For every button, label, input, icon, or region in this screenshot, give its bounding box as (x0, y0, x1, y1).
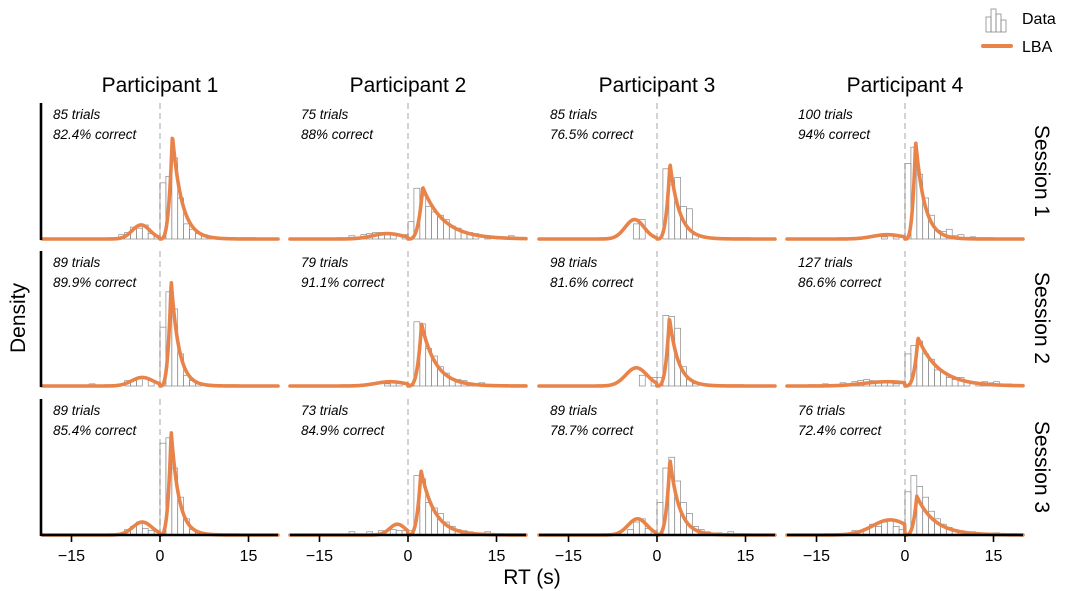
histogram-bar (945, 377, 953, 387)
x-tick-label: −15 (555, 548, 582, 565)
trials-label: 89 trials (53, 403, 101, 418)
histogram-bar (136, 227, 143, 240)
histogram-bar (881, 236, 888, 240)
lba-curve (288, 186, 528, 241)
trials-label: 100 trials (798, 107, 853, 122)
histogram-bar (674, 327, 681, 387)
panel-s2-p3: 98 trials 81.6% correct (537, 251, 777, 388)
x-axis-label: RT (s) (503, 566, 561, 589)
lba-curve (288, 322, 528, 388)
x-tick-label: −15 (58, 548, 85, 565)
correct-label: 86.6% correct (798, 275, 883, 290)
lba-curve (785, 336, 1025, 388)
correct-label: 85.4% correct (53, 423, 138, 438)
participant-2-title: Participant 2 (350, 74, 467, 97)
lba-curve (40, 136, 280, 241)
panel-s2-p2: 79 trials 91.1% correct (288, 251, 528, 388)
correct-label: 91.1% correct (301, 275, 386, 290)
session-1-title: Session 1 (1030, 125, 1053, 217)
session-2-title: Session 2 (1030, 272, 1053, 364)
panel-s3-p1: 89 trials 85.4% correct (40, 399, 280, 537)
correct-label: 82.4% correct (53, 127, 138, 142)
trials-label: 127 trials (798, 255, 853, 270)
participant-3-title: Participant 3 (599, 74, 716, 97)
correct-label: 81.6% correct (550, 275, 635, 290)
panel-s3-p2: 73 trials 84.9% correct (288, 399, 528, 537)
histogram-bar (886, 519, 894, 536)
histogram-bar (425, 206, 432, 240)
panel-s1-p4: 100 trials 94% correct (785, 103, 1025, 241)
panel-s1-p3: 85 trials 76.5% correct (537, 103, 777, 241)
histogram-bar (638, 374, 646, 387)
trials-label: 76 trials (798, 403, 846, 418)
legend: Data LBA (981, 8, 1056, 56)
histogram-bar (633, 521, 640, 536)
histogram-bar (183, 223, 190, 240)
trials-label: 89 trials (550, 403, 598, 418)
session-3-title: Session 3 (1030, 421, 1053, 513)
x-tick-label: 15 (488, 548, 506, 565)
x-tick-label: 0 (404, 548, 413, 565)
x-tick-label: −15 (803, 548, 830, 565)
row-titles: Session 1 Session 2 Session 3 (1030, 125, 1053, 513)
legend-data-swatch (985, 8, 1007, 33)
histogram-bar (916, 486, 924, 536)
correct-label: 94% correct (798, 127, 871, 142)
trials-label: 98 trials (550, 255, 598, 270)
x-tick-label: 15 (737, 548, 755, 565)
histogram-bar (881, 521, 888, 536)
x-tick-label: 15 (985, 548, 1003, 565)
x-tick-label: 15 (240, 548, 258, 565)
column-titles: Participant 1 Participant 2 Participant … (102, 74, 964, 97)
participant-4-title: Participant 4 (847, 74, 964, 97)
panels: 85 trials 82.4% correct 75 trials 88% corre… (39, 103, 1025, 565)
x-tick-label: 0 (156, 548, 165, 565)
x-tick-label: 0 (901, 548, 910, 565)
panel-s1-p1: 85 trials 82.4% correct (40, 103, 280, 241)
correct-label: 89.9% correct (53, 275, 138, 290)
histogram-bar (384, 383, 391, 387)
panel-s3-p4: 76 trials 72.4% correct (785, 399, 1025, 537)
participant-1-title: Participant 1 (102, 74, 219, 97)
correct-label: 76.5% correct (550, 127, 635, 142)
histogram-bar (686, 208, 693, 240)
legend-data-label: Data (1022, 11, 1056, 28)
panel-s1-p2: 75 trials 88% correct (288, 103, 528, 241)
panel-s2-p4: 127 trials 86.6% correct (785, 251, 1025, 388)
lba-curve (40, 280, 280, 388)
correct-label: 84.9% correct (301, 423, 386, 438)
lba-curve (537, 317, 777, 388)
correct-label: 72.4% correct (798, 423, 883, 438)
panel-s3-p3: 89 trials 78.7% correct (537, 399, 777, 537)
panel-s2-p1: 89 trials 89.9% correct (40, 251, 280, 388)
x-tick-label: 0 (653, 548, 662, 565)
histogram-bar (934, 369, 941, 387)
correct-label: 88% correct (301, 127, 374, 142)
trials-label: 73 trials (301, 403, 349, 418)
trials-label: 85 trials (53, 107, 101, 122)
lba-curve (785, 141, 1025, 241)
lba-curve (537, 163, 777, 241)
histogram-bar (892, 383, 900, 387)
trials-label: 89 trials (53, 255, 101, 270)
trials-label: 75 trials (301, 107, 349, 122)
y-axis-label: Density (7, 282, 30, 353)
trials-label: 79 trials (301, 255, 349, 270)
trials-label: 85 trials (550, 107, 598, 122)
legend-lba-label: LBA (1022, 39, 1053, 56)
correct-label: 78.7% correct (550, 423, 635, 438)
histogram-bar (431, 211, 438, 240)
x-tick-label: −15 (306, 548, 333, 565)
histogram-bar (633, 223, 640, 240)
